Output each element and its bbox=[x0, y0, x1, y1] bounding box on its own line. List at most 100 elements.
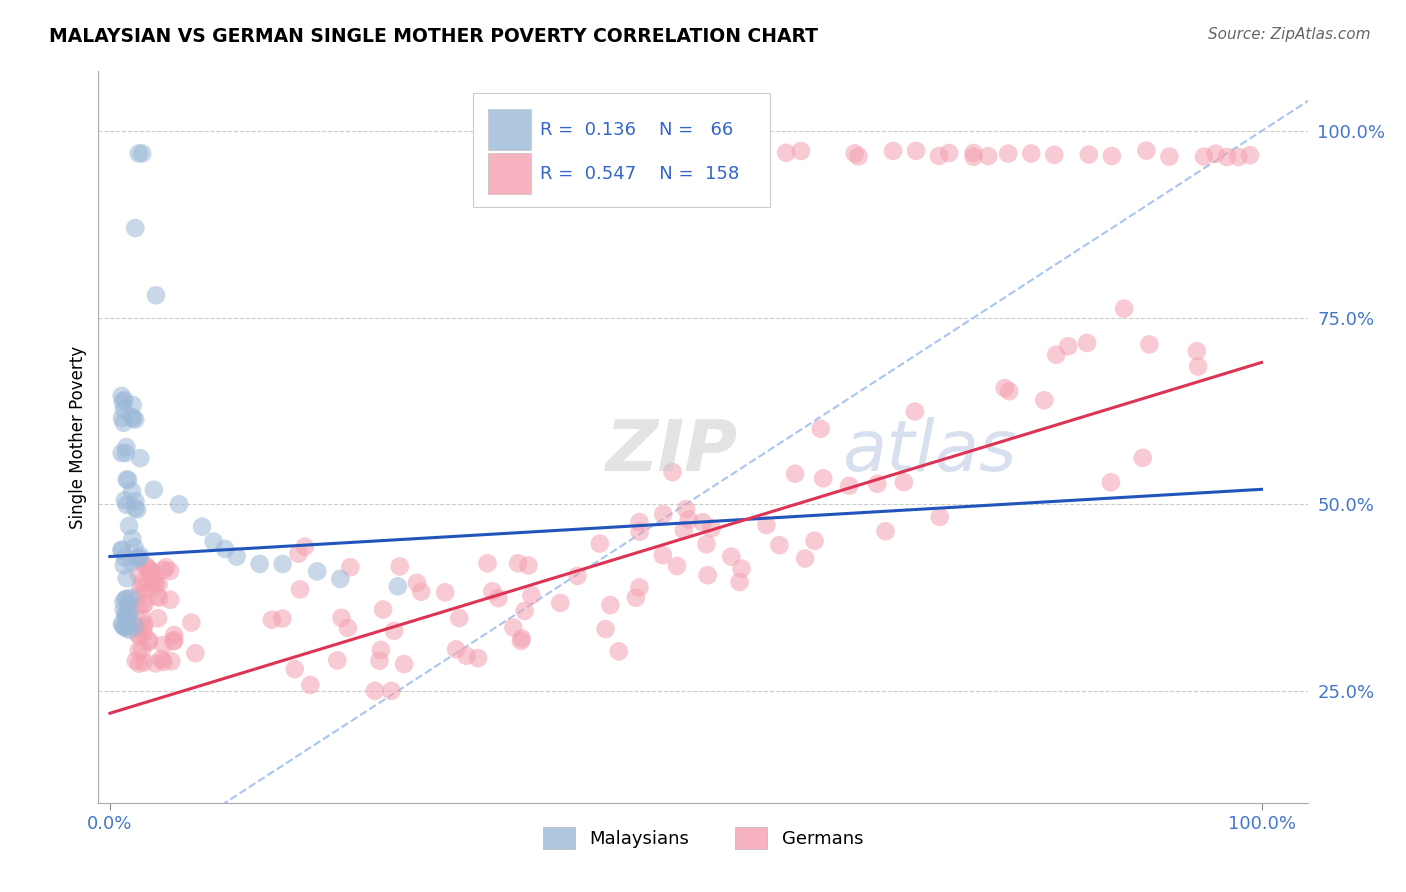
Point bbox=[145, 657, 167, 671]
Point bbox=[486, 591, 509, 606]
Text: atlas: atlas bbox=[842, 417, 1017, 486]
Point bbox=[392, 657, 415, 671]
Point bbox=[112, 416, 135, 430]
Point bbox=[1076, 335, 1098, 350]
Point bbox=[330, 611, 353, 625]
Point bbox=[288, 582, 311, 597]
Point bbox=[111, 618, 134, 632]
Point bbox=[114, 620, 136, 634]
Point bbox=[145, 288, 167, 302]
Text: R =  0.547    N =  158: R = 0.547 N = 158 bbox=[540, 165, 740, 183]
Point bbox=[129, 549, 152, 563]
Point bbox=[1033, 393, 1056, 408]
Point bbox=[567, 569, 589, 583]
Point bbox=[121, 555, 143, 569]
Point bbox=[135, 582, 157, 596]
Point bbox=[112, 558, 135, 573]
Point bbox=[184, 646, 207, 660]
Point bbox=[143, 574, 166, 589]
Point bbox=[152, 655, 174, 669]
Point bbox=[1114, 301, 1136, 316]
Point bbox=[661, 465, 683, 479]
Point bbox=[136, 560, 159, 574]
Point bbox=[159, 592, 181, 607]
Point bbox=[388, 559, 411, 574]
Point bbox=[444, 642, 467, 657]
Point bbox=[628, 524, 651, 539]
Point bbox=[134, 597, 156, 611]
Point bbox=[287, 547, 309, 561]
Point bbox=[866, 476, 889, 491]
Point bbox=[271, 611, 294, 625]
Point bbox=[163, 633, 186, 648]
Point bbox=[380, 683, 402, 698]
Point bbox=[1077, 147, 1099, 161]
Point bbox=[127, 599, 149, 614]
Point bbox=[260, 613, 283, 627]
Point bbox=[456, 648, 478, 663]
Point bbox=[202, 534, 225, 549]
Point bbox=[651, 548, 673, 562]
Point bbox=[117, 608, 139, 623]
Point bbox=[406, 575, 429, 590]
Point bbox=[794, 551, 817, 566]
Point bbox=[145, 576, 167, 591]
Point bbox=[652, 507, 675, 521]
Point bbox=[411, 584, 433, 599]
Point bbox=[135, 558, 157, 573]
Point bbox=[153, 563, 176, 577]
Point bbox=[180, 615, 202, 630]
FancyBboxPatch shape bbox=[488, 153, 531, 194]
Point bbox=[127, 619, 149, 633]
Point bbox=[1216, 150, 1239, 164]
Point bbox=[1135, 144, 1157, 158]
Point bbox=[589, 536, 612, 550]
Point bbox=[124, 412, 146, 426]
Point bbox=[114, 550, 136, 565]
Point bbox=[146, 589, 169, 603]
Point bbox=[467, 651, 489, 665]
Point bbox=[225, 549, 247, 564]
Point bbox=[928, 149, 950, 163]
Point bbox=[115, 498, 138, 512]
Point bbox=[122, 411, 145, 425]
Point bbox=[124, 501, 146, 516]
FancyBboxPatch shape bbox=[474, 94, 769, 207]
Point bbox=[607, 644, 630, 658]
Point bbox=[111, 542, 134, 557]
Point bbox=[339, 560, 361, 574]
Point bbox=[624, 591, 647, 605]
Point bbox=[893, 475, 915, 489]
Point bbox=[962, 146, 984, 161]
Point bbox=[118, 599, 141, 613]
Point bbox=[506, 556, 529, 570]
Point bbox=[118, 519, 141, 533]
Point bbox=[336, 621, 359, 635]
Point bbox=[882, 144, 904, 158]
Point bbox=[127, 551, 149, 566]
Point bbox=[159, 564, 181, 578]
Point bbox=[728, 574, 751, 589]
Point bbox=[755, 518, 778, 533]
Point bbox=[121, 410, 143, 425]
Point bbox=[127, 566, 149, 581]
Text: Source: ZipAtlas.com: Source: ZipAtlas.com bbox=[1208, 27, 1371, 42]
Point bbox=[783, 467, 806, 481]
Point bbox=[138, 564, 160, 578]
Point bbox=[115, 472, 138, 486]
Point bbox=[139, 567, 162, 582]
Point bbox=[128, 643, 150, 657]
Point bbox=[114, 446, 136, 460]
Point bbox=[790, 144, 813, 158]
Point bbox=[1227, 150, 1250, 164]
Point bbox=[111, 446, 134, 460]
Point bbox=[132, 620, 155, 634]
Point bbox=[1239, 148, 1261, 162]
Point bbox=[115, 607, 138, 621]
Point bbox=[142, 570, 165, 584]
Point bbox=[115, 440, 138, 454]
Point bbox=[1159, 150, 1181, 164]
Point bbox=[271, 557, 294, 571]
Point bbox=[129, 581, 152, 595]
Point bbox=[548, 596, 571, 610]
